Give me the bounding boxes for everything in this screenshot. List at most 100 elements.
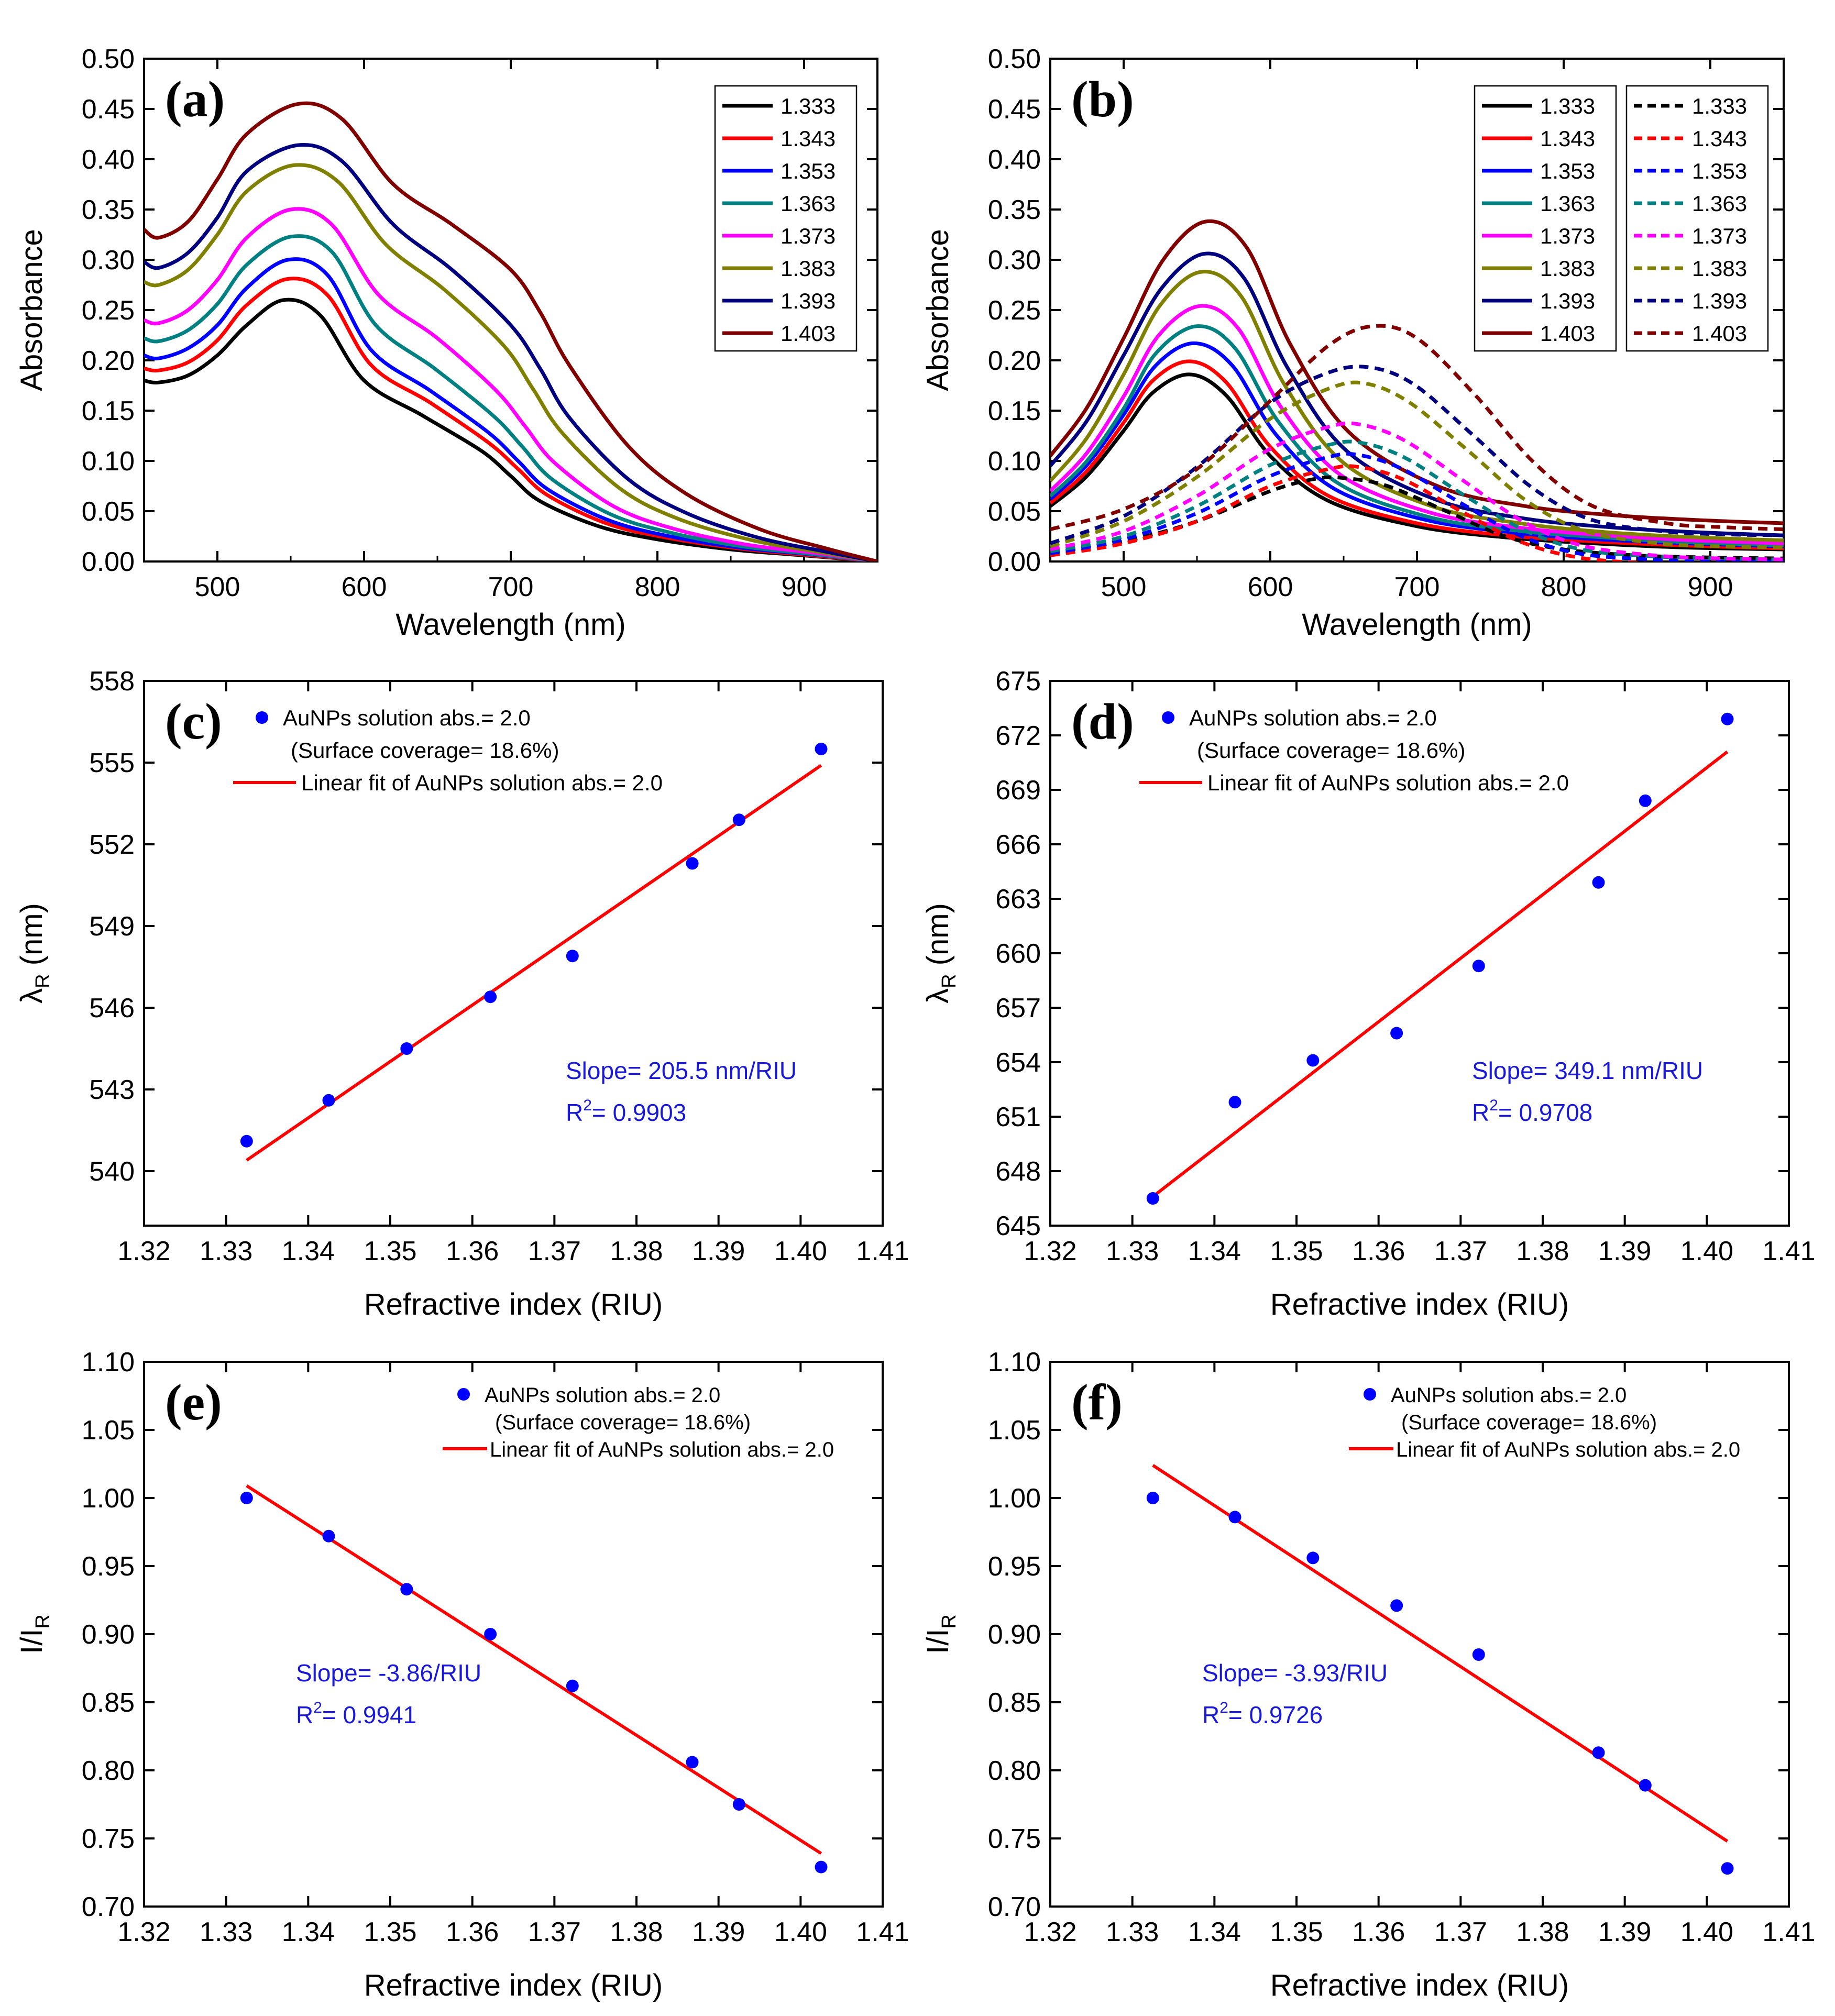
y-tick-label: 549 [89,911,135,942]
y-tick-label: 0.80 [988,1756,1041,1786]
series-line-1-333-solid [1050,372,1784,552]
y-tick-label: 663 [995,884,1041,915]
legend-solid: 1.333 1.343 1.353 1.363 1.373 1.383 1.393 1.403 [1474,85,1617,352]
legend-solid: 1.333 1.343 1.353 1.363 1.373 1.383 1.393 1.403 [714,85,858,352]
data-point [1721,712,1734,725]
r-squared-sup: 2 [313,1699,322,1716]
x-tick-label: 1.32 [1024,1917,1076,1947]
y-axis-title-tail: (nm) [15,903,49,974]
legend-label: 1.393 [1692,289,1747,313]
y-axis-title: I/IR [15,1614,54,1654]
y-tick-label: 0.10 [988,446,1041,477]
legend-label: 1.343 [1692,126,1747,151]
x-tick-label: 1.40 [1680,1917,1733,1947]
y-axis-title-main: I/I [921,1629,955,1654]
data-point [1472,960,1485,973]
plot-frame [1049,680,1790,1227]
data-point [732,1798,745,1811]
series-line-1-403-solid [1050,219,1784,525]
x-tick-label: 1.39 [1598,1917,1651,1947]
y-tick-label: 0.40 [988,145,1041,175]
r-squared-value: = 0.9726 [1228,1701,1323,1728]
x-tick-label: 1.33 [200,1917,252,1947]
legend-label: 1.403 [781,321,836,346]
r-squared-sup: 2 [1489,1097,1498,1114]
x-tick-label: 1.37 [528,1917,581,1947]
y-tick-label: 651 [995,1102,1041,1132]
panel-letter: (a) [165,71,225,128]
series-line-1-403-solid [144,101,877,561]
y-tick-label: 0.95 [82,1551,135,1582]
y-tick-label: 654 [995,1048,1041,1078]
data-point [240,1134,253,1148]
y-tick-label: 1.05 [82,1415,135,1446]
y-tick-label: 1.05 [988,1415,1041,1446]
series-line-1-353-solid [1050,341,1784,548]
y-tick-label: 0.20 [988,346,1041,376]
x-tick-label: 500 [195,572,240,602]
linear-fit-line [1152,1464,1729,1843]
y-tick-label: 672 [995,721,1041,751]
legend: AuNPs solution abs.= 2.0 (Surface coverag… [233,706,663,795]
x-tick-label: 1.40 [774,1917,827,1947]
series-line-1-393-solid [1050,251,1784,537]
y-axis-title: λR (nm) [15,903,54,1004]
x-tick-label: 1.41 [1762,1917,1815,1947]
x-tick-label: 1.38 [1516,1236,1569,1266]
legend-label: 1.373 [781,224,836,248]
y-tick-label: 0.75 [988,1824,1041,1854]
series-line-1-383-solid [144,163,877,561]
x-tick-label: 800 [1541,572,1587,602]
series-group [1050,219,1784,561]
y-tick-label: 1.10 [82,1347,135,1378]
x-tick-label: 1.35 [364,1917,416,1947]
x-tick-label: 1.36 [1352,1917,1405,1947]
legend-label: 1.343 [781,126,836,151]
x-tick-label: 600 [342,572,387,602]
legend-point-symbol [256,711,268,724]
y-tick-label: 675 [995,666,1041,697]
slope-annotation: Slope= 349.1 nm/RIU [1472,1057,1703,1084]
data-point [1228,1096,1241,1109]
x-tick-label: 1.39 [692,1236,745,1266]
x-tick-label: 1.33 [200,1236,252,1266]
data-point [732,813,745,827]
data-point [566,950,579,963]
x-axis-title: Refractive index (RIU) [364,1287,663,1321]
data-point [686,1756,699,1769]
x-tick-label: 1.39 [1598,1236,1651,1266]
x-tick-label: 1.38 [1516,1917,1569,1947]
x-tick-label: 1.34 [282,1917,335,1947]
y-tick-label: 669 [995,775,1041,806]
r-squared-annotation: R2= 0.9726 [1202,1699,1323,1728]
legend-fit-label: Linear fit of AuNPs solution abs.= 2.0 [1207,770,1569,795]
data-point [1390,1027,1403,1040]
panel-e: 1.32 1.33 1.34 1.35 1.36 1.37 1.38 1.39 1.40 1.41… [15,1347,909,2002]
series-line-1-353-dashed [1050,451,1784,561]
legend: AuNPs solution abs.= 2.0 (Surface coverag… [1139,706,1569,795]
data-point [400,1583,413,1596]
legend-scatter-label: AuNPs solution abs.= 2.0 [283,706,531,730]
y-tick-label: 657 [995,993,1041,1023]
legend-fit-label: Linear fit of AuNPs solution abs.= 2.0 [301,770,663,795]
legend-point-symbol [1162,711,1174,724]
legend-label: 1.403 [1692,321,1747,346]
x-tick-label: 600 [1248,572,1293,602]
y-tick-label: 555 [89,748,135,778]
legend-box [714,85,858,352]
y-tick-label: 0.00 [988,547,1041,577]
legend: AuNPs solution abs.= 2.0 (Surface coverag… [1349,1384,1740,1461]
series-line-1-353-solid [144,257,877,561]
x-tick-label: 1.38 [610,1917,663,1947]
x-tick-label: 1.41 [856,1236,909,1266]
x-tick-label: 1.32 [117,1236,170,1266]
series-line-1-393-solid [144,143,877,561]
r-squared-symbol: R [296,1701,313,1728]
data-point [484,1628,497,1640]
x-tick-label: 1.32 [1024,1236,1076,1266]
x-tick-label: 1.35 [1270,1917,1323,1947]
x-tick-label: 900 [782,572,827,602]
data-point [815,1860,828,1874]
legend-scatter-label: AuNPs solution abs.= 2.0 [1189,706,1437,730]
legend-label: 1.343 [1540,126,1595,151]
